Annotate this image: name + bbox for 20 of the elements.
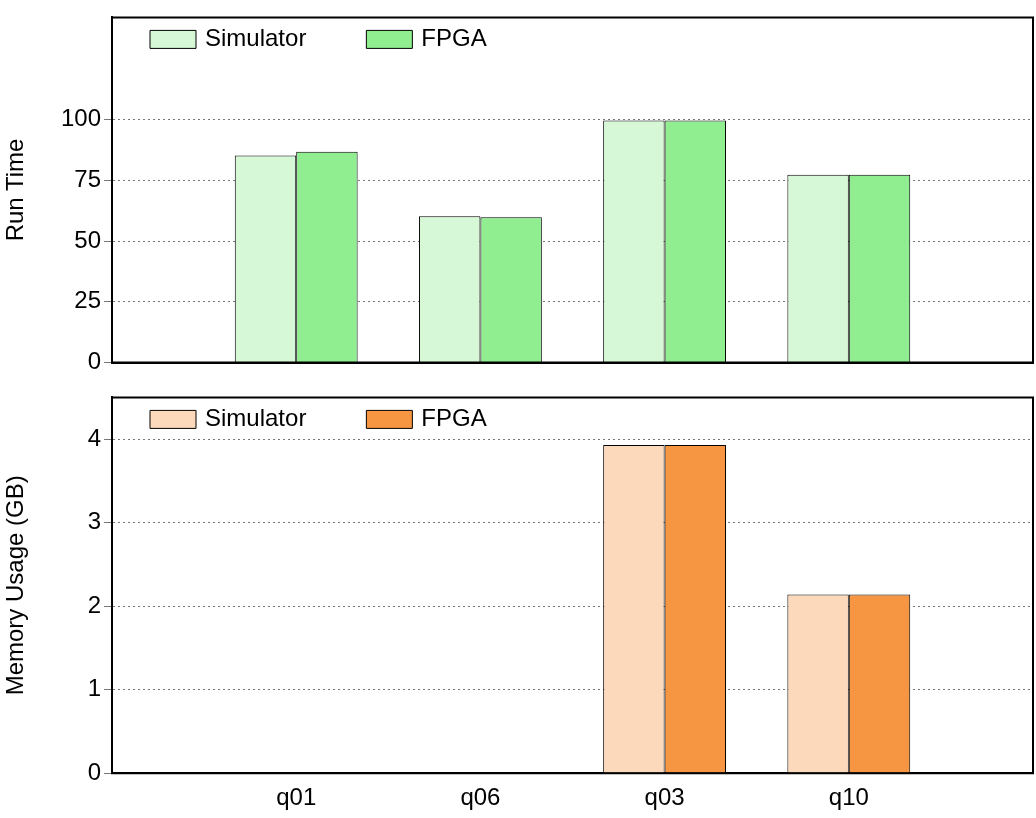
y-axis-title: Run Time: [1, 138, 29, 242]
y-tick-label: 50: [74, 225, 101, 253]
y-tick-label: 4: [87, 423, 101, 451]
y-tick-label: 3: [87, 507, 101, 535]
legend-label: Simulator: [205, 24, 307, 52]
y-tick-label: 100: [60, 104, 101, 132]
x-tick-label: q10: [828, 783, 869, 811]
y-tick-label: 1: [87, 674, 101, 702]
y-tick-label: 75: [74, 164, 101, 192]
x-tick-label: q06: [460, 783, 501, 811]
y-tick-label: 25: [74, 286, 101, 314]
y-tick-label: 2: [87, 590, 101, 618]
x-tick-label: q01: [276, 783, 317, 811]
y-axis-title: Memory Usage (GB): [1, 475, 29, 696]
legend-label: Simulator: [205, 404, 307, 432]
legend-label: FPGA: [421, 24, 487, 52]
y-tick-label: 0: [87, 347, 101, 375]
y-tick-label: 0: [87, 757, 101, 785]
legend-label: FPGA: [421, 404, 487, 432]
x-tick-label: q03: [644, 783, 685, 811]
